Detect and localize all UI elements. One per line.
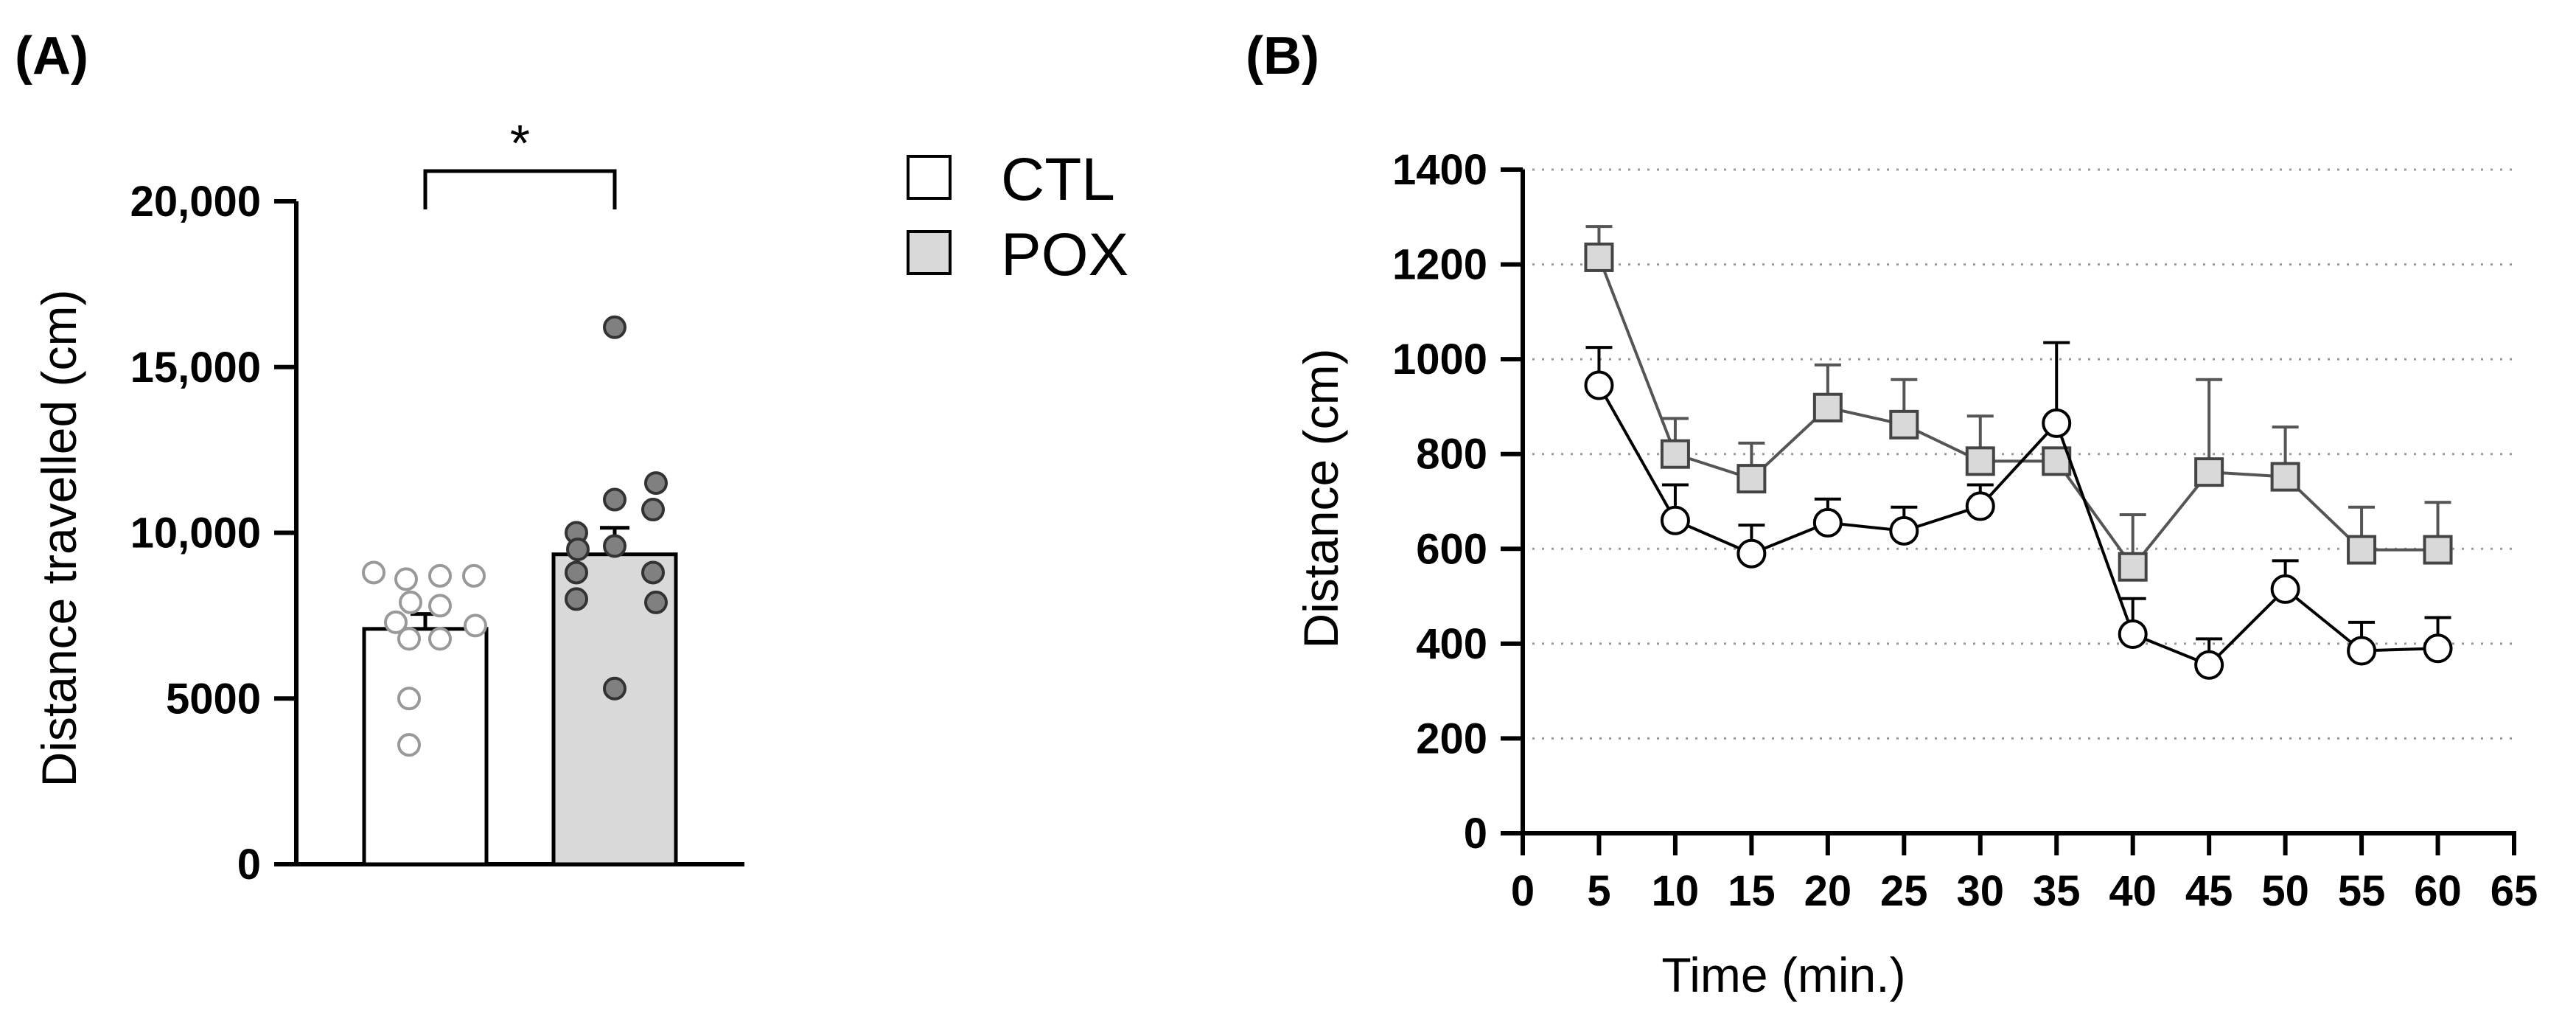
panel-b-x-tick-label: 30 [1957,867,2005,915]
panel-b-point-ctl [2270,574,2300,604]
panel-a-data-point-ctl [397,733,421,757]
panel-b-y-tick-label: 1400 [1392,146,1487,194]
panel-b-x-tick-label: 25 [1880,867,1928,915]
panel-a-data-point-pox [603,534,626,558]
panel-b-y-tick-label: 0 [1464,810,1487,858]
panel-a-data-point-ctl [428,563,452,588]
legend: CTL POX [907,146,1128,288]
panel-b-point-ctl [1965,491,1995,521]
panel-a-chart: 0 5000 10,000 15,000 20,000 * [130,114,744,889]
panel-b-point-pox [2423,535,2453,565]
panel-a-data-point-pox [641,560,665,585]
panel-a-data-point-ctl [462,563,486,588]
panel-b-x-tick-label: 65 [2491,867,2538,915]
panel-b-y-tick-label: 200 [1416,715,1487,762]
panel-a-y-tick-label: 20,000 [130,178,261,226]
panel-a-data-point-ctl [428,594,452,618]
panel-b-point-pox [2270,462,2300,492]
panel-b-point-ctl [2194,650,2224,680]
panel-a-significance-label: * [510,114,530,172]
panel-a-bar-ctl [362,627,489,866]
panel-b-y-tick-label: 1000 [1392,336,1487,383]
panel-b-series-ctl [1584,341,2453,680]
panel-b-y-tick-label: 400 [1416,620,1487,668]
panel-b-point-pox [1584,242,1614,272]
panel-b-y-tick-label: 600 [1416,525,1487,573]
panel-b-x-tick-label: 35 [2033,867,2081,915]
panel-a-data-point-pox [565,587,588,611]
panel-b-point-pox [2194,457,2224,487]
panel-b-x-tick-label: 40 [2109,867,2157,915]
panel-b-point-ctl [1889,515,1919,546]
panel-a-data-point-ctl [394,567,418,591]
panel-b-x-tick-label: 45 [2185,867,2233,915]
panel-b-x-tick-label: 10 [1652,867,1700,915]
panel-b-line-pox [1597,257,2438,570]
panel-a-y-axis-title: Distance travelled (cm) [32,290,86,788]
panel-b-point-pox [2347,535,2377,565]
panel-a-data-point-ctl [397,627,421,651]
panel-b-point-pox [1736,464,1767,494]
panel-b-point-pox [2118,552,2148,582]
panel-b-point-ctl [2423,633,2453,664]
panel-b-y-tick-label: 1200 [1392,241,1487,289]
panel-a-y-tick-label: 15,000 [130,344,261,392]
legend-label-pox: POX [1001,221,1128,288]
panel-b-point-ctl [1736,538,1767,569]
panel-b-point-ctl [2347,636,2377,666]
panel-b-chart: 0 200 400 600 800 1000 1200 1400 0 5 10 15 20 25 30 35 4… [1392,146,2538,915]
panel-a-data-point-pox [565,560,588,585]
panel-b-line-ctl [1597,384,2438,667]
panel-b-x-tick-label: 15 [1728,867,1776,915]
panel-b-x-axis-title: Time (min.) [1661,948,1905,1002]
panel-a-label: (A) [15,27,88,86]
panel-b-point-pox [1812,392,1843,423]
panel-a-data-point-pox [603,487,626,512]
panel-a-data-point-pox [603,315,626,339]
panel-a-significance-bracket [423,169,617,209]
legend-label-ctl: CTL [1001,146,1115,213]
panel-a-data-point-pox [641,498,665,522]
panel-a-data-point-ctl [362,560,385,585]
panel-a-data-point-ctl [399,590,422,614]
panel-a-data-point-pox [566,537,590,561]
panel-b-x-tick-label: 0 [1511,867,1535,915]
panel-b-label: (B) [1246,27,1319,86]
panel-a-data-point-ctl [464,614,487,638]
panel-a-data-point-ctl [397,687,421,711]
panel-a-data-point-pox [644,590,668,614]
panel-b-x-tick-label: 50 [2261,867,2309,915]
legend-swatch-ctl [907,155,952,200]
panel-b-x-tick-label: 5 [1587,867,1610,915]
panel-b-point-ctl [2042,408,2072,438]
panel-a-data-point-ctl [384,610,408,634]
panel-a-data-point-ctl [428,627,452,651]
panel-b-point-pox [1965,446,1995,476]
legend-swatch-pox [907,230,952,275]
panel-a-data-point-pox [644,471,668,496]
panel-b-y-tick-label: 800 [1416,431,1487,479]
panel-a-y-tick-label: 0 [237,841,261,889]
panel-b-point-ctl [1584,370,1614,400]
panel-a-y-tick-label: 10,000 [130,510,261,557]
panel-b-point-ctl [1660,505,1690,535]
panel-b-series-pox [1584,225,2453,582]
panel-b-point-pox [1660,439,1690,469]
panel-a-y-tick-label: 5000 [166,675,261,723]
panel-b-point-ctl [2118,619,2148,649]
panel-b-y-axis-title: Distance (cm) [1294,348,1348,648]
panel-b-x-tick-label: 55 [2338,867,2386,915]
panel-a-data-point-pox [603,676,626,701]
panel-b-x-tick-label: 60 [2414,867,2462,915]
panel-b-x-tick-label: 20 [1804,867,1852,915]
panel-b-point-pox [1889,409,1919,439]
panel-b-point-ctl [1812,507,1843,538]
